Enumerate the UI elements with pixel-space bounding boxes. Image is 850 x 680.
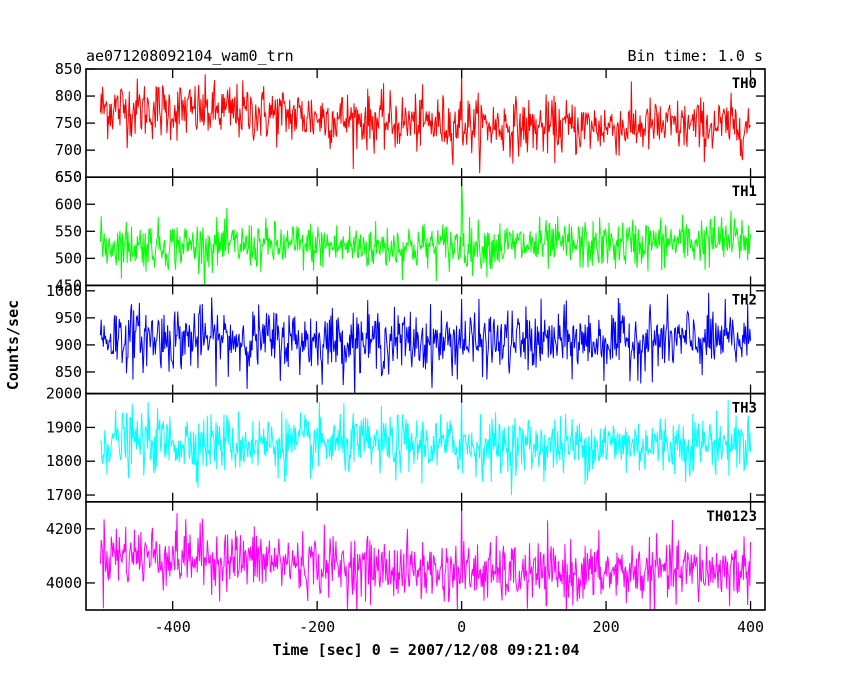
y-tick-label: 1000 xyxy=(46,282,82,300)
x-tick-label: -200 xyxy=(299,618,335,636)
panel-th0123: 4000 4200 TH0123 xyxy=(46,500,766,611)
bin-time-label: Bin time: 1.0 s xyxy=(628,47,763,65)
y-tick-label: 2000 xyxy=(46,385,82,403)
x-axis-title: Time [sec] 0 = 2007/12/08 09:21:04 xyxy=(272,641,579,659)
x-tick-label: 0 xyxy=(457,618,466,636)
series-line-th1 xyxy=(99,177,752,286)
y-tick-label: 4000 xyxy=(46,574,82,592)
y-tick-label: 650 xyxy=(55,168,82,186)
y-tick-label: 750 xyxy=(55,114,82,132)
y-tick-label: 950 xyxy=(55,309,82,327)
y-tick-label: 1900 xyxy=(46,418,82,436)
panels-group: 650700750800850TH0450500550600650TH18509… xyxy=(46,60,766,611)
y-tick-label: 500 xyxy=(55,249,82,267)
y-tick-label: 4200 xyxy=(46,520,82,538)
panel-frame xyxy=(85,500,766,611)
series-line-th0123 xyxy=(99,501,752,610)
y-tick-label: 850 xyxy=(55,363,82,381)
panel-label-th2: TH2 xyxy=(732,292,757,308)
series-line-th2 xyxy=(99,292,752,394)
series-line-th3 xyxy=(99,398,752,496)
figure-title: ae071208092104_wam0_trn xyxy=(86,47,294,65)
y-tick-label: 1800 xyxy=(46,452,82,470)
y-tick-label: 800 xyxy=(55,87,82,105)
y-tick-label: 1700 xyxy=(46,486,82,504)
panel-label-th1: TH1 xyxy=(732,184,757,200)
y-tick-label: 850 xyxy=(55,60,82,78)
x-axis: -400 -200 0 200 400 xyxy=(155,618,764,636)
panel-th0: 650 700 750 800 850 TH0 xyxy=(55,60,766,186)
panel-frame xyxy=(85,176,766,287)
y-tick-label: 900 xyxy=(55,336,82,354)
panel-label-th3: TH3 xyxy=(732,401,757,417)
panel-label-th0123: TH0123 xyxy=(706,509,757,525)
series-line-th0 xyxy=(99,69,751,174)
y-axis-title: Counts/sec xyxy=(4,300,22,390)
y-tick-label: 700 xyxy=(55,141,82,159)
y-tick-label: 550 xyxy=(55,222,82,240)
x-tick-label: 200 xyxy=(593,618,620,636)
x-tick-label: -400 xyxy=(155,618,191,636)
panel-th3: 1700 1800 1900 2000 TH3 xyxy=(46,385,766,504)
panel-th2: 850 900 950 1000 TH2 xyxy=(46,282,766,395)
y-tick-label: 600 xyxy=(55,195,82,213)
y-tick-label: 650 xyxy=(55,168,82,186)
x-tick-label: 400 xyxy=(737,618,764,636)
panel-th1: 450 500 550 600 650 TH1 xyxy=(55,168,766,294)
y-tick-label: 450 xyxy=(55,276,82,294)
panel-label-th0: TH0 xyxy=(732,76,757,92)
